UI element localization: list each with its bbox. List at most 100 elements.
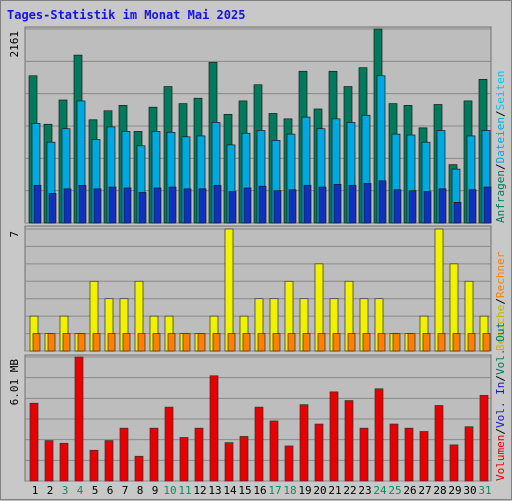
legend-entry: / <box>494 110 507 117</box>
legend-entry: Seiten <box>494 71 507 111</box>
bar-rechner <box>242 333 251 352</box>
x-tick-label: 18 <box>283 484 296 497</box>
bar-volumen <box>449 444 459 482</box>
bar-volumen <box>254 406 264 482</box>
bar-rechner <box>272 333 281 352</box>
legend-traffic: Anfragen/Dateien/Seiten <box>494 71 507 223</box>
bar-volumen <box>314 423 324 482</box>
bar-seiten <box>393 189 402 224</box>
chart-title: Tages-Statistik im Monat Mai 2025 <box>7 8 246 22</box>
y-tick-label-volume: 6.01 MB <box>8 359 21 406</box>
legend-entry: Vol. Out <box>494 322 507 375</box>
x-tick-label: 1 <box>32 484 39 497</box>
x-tick-label: 23 <box>358 484 371 497</box>
bar-seiten <box>123 187 132 224</box>
bar-rechner <box>467 333 476 352</box>
bar-seiten <box>228 191 237 224</box>
bar-volumen <box>374 388 384 482</box>
y-tick-label-traffic: 2161 <box>8 31 21 58</box>
bar-rechner <box>287 333 296 352</box>
x-tick-label: 11 <box>178 484 191 497</box>
bar-rechner <box>197 333 206 352</box>
bar-volumen <box>44 440 54 482</box>
bar-rechner <box>362 333 371 352</box>
legend-entry: / <box>494 375 507 382</box>
x-tick-label: 15 <box>238 484 251 497</box>
bar-volumen <box>74 356 84 482</box>
bar-seiten <box>483 186 492 224</box>
bar-seiten <box>48 193 57 224</box>
bar-rechner <box>92 333 101 352</box>
bar-rechner <box>407 333 416 352</box>
bar-rechner <box>77 333 86 352</box>
bar-volumen <box>479 395 489 482</box>
x-tick-label: 28 <box>433 484 446 497</box>
bar-seiten <box>378 180 387 224</box>
legend-entry: Rechner <box>494 251 507 298</box>
bar-rechner <box>482 333 491 352</box>
bar-seiten <box>363 183 372 224</box>
x-tick-label: 27 <box>418 484 431 497</box>
x-tick-label: 2 <box>47 484 54 497</box>
y-tick-label-visits: 7 <box>8 231 21 238</box>
x-tick-label: 20 <box>313 484 326 497</box>
bar-seiten <box>153 187 162 224</box>
bar-seiten <box>438 188 447 224</box>
bar-rechner <box>377 333 386 352</box>
bar-seiten <box>93 188 102 224</box>
bar-rechner <box>182 333 191 352</box>
bar-seiten <box>78 184 87 224</box>
bar-rechner <box>392 333 401 352</box>
bar-seiten <box>243 187 252 224</box>
bar-volumen <box>104 440 114 482</box>
bar-volumen <box>134 455 144 482</box>
bar-volumen <box>464 426 474 482</box>
legend-volume: Volumen/Vol. In/Vol. Out <box>494 322 507 481</box>
x-tick-label: 12 <box>193 484 206 497</box>
bar-rechner <box>167 333 176 352</box>
bar-volumen <box>329 391 339 482</box>
bar-volumen <box>89 449 99 482</box>
bar-rechner <box>62 333 71 352</box>
bar-besuche <box>224 228 234 352</box>
x-tick-label: 6 <box>107 484 114 497</box>
bar-rechner <box>47 333 56 352</box>
bar-seiten <box>33 184 42 224</box>
x-tick-label: 31 <box>478 484 491 497</box>
bar-volumen <box>179 437 189 482</box>
bar-seiten <box>303 184 312 224</box>
x-tick-label: 24 <box>373 484 387 497</box>
bar-volumen <box>269 420 279 482</box>
bar-seiten <box>318 186 327 224</box>
bar-seiten <box>453 202 462 224</box>
legend-entry: / <box>494 298 507 305</box>
x-tick-label: 8 <box>137 484 144 497</box>
x-tick-label: 30 <box>463 484 476 497</box>
bar-besuche <box>434 228 444 352</box>
bar-seiten <box>198 188 207 224</box>
x-tick-label: 5 <box>92 484 99 497</box>
bar-rechner <box>332 333 341 352</box>
bar-seiten <box>138 192 147 224</box>
bar-volumen <box>359 427 369 482</box>
bar-rechner <box>152 333 161 352</box>
x-tick-label: 29 <box>448 484 461 497</box>
x-tick-label: 21 <box>328 484 341 497</box>
x-tick-label: 26 <box>403 484 416 497</box>
x-tick-label: 13 <box>208 484 221 497</box>
bar-volumen <box>284 445 294 482</box>
bar-rechner <box>137 333 146 352</box>
legend-entry: Vol. In <box>494 382 507 428</box>
bar-volumen <box>299 404 309 482</box>
bar-seiten <box>213 184 222 224</box>
bar-seiten <box>408 190 417 224</box>
bar-seiten <box>108 186 117 224</box>
x-tick-label: 19 <box>298 484 311 497</box>
bar-rechner <box>107 333 116 352</box>
x-tick-label: 7 <box>122 484 129 497</box>
bar-rechner <box>347 333 356 352</box>
x-tick-label: 3 <box>62 484 69 497</box>
bar-volumen <box>224 442 234 482</box>
